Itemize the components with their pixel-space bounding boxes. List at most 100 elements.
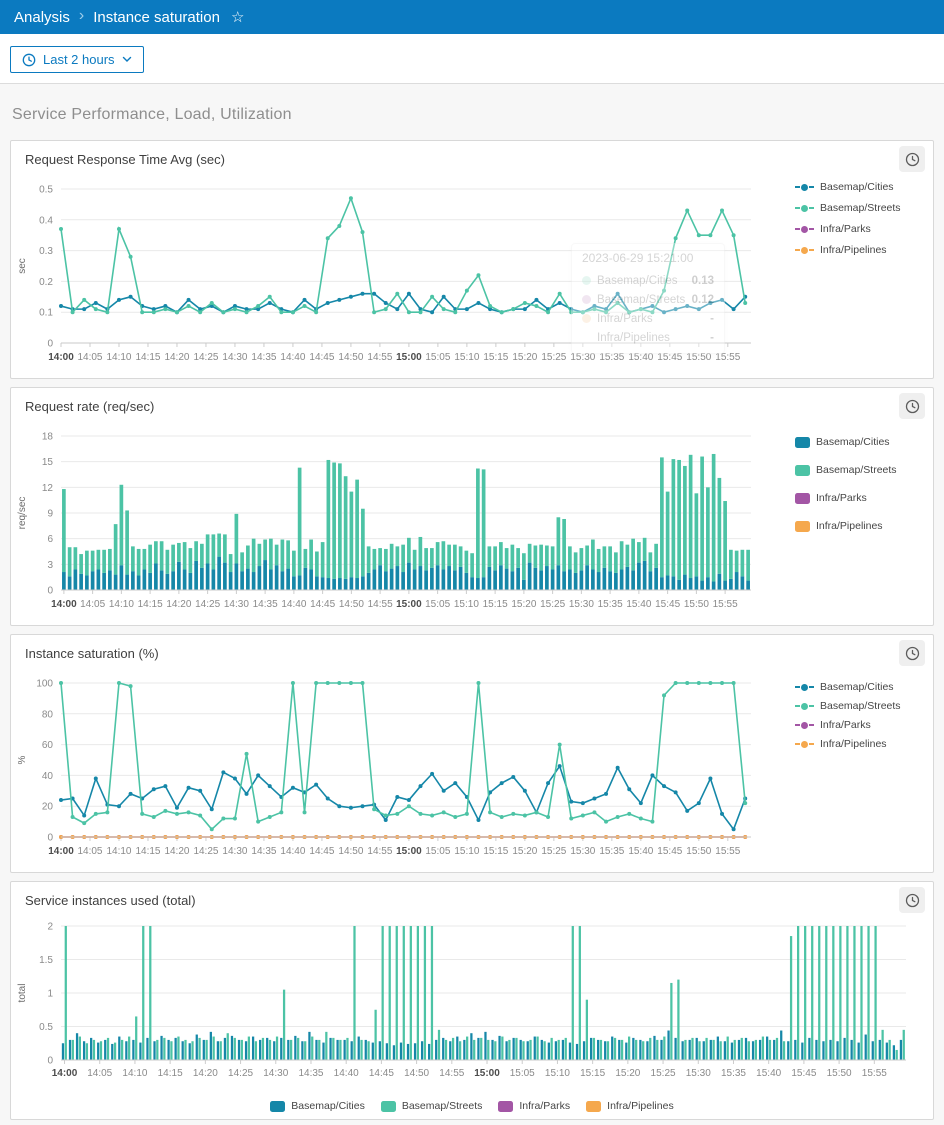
time-settings-button[interactable] [899,887,925,913]
svg-text:15:40: 15:40 [628,352,653,363]
favorite-star-icon[interactable]: ☆ [230,9,245,26]
svg-text:14:10: 14:10 [106,846,131,857]
svg-text:14:30: 14:30 [224,599,249,610]
svg-text:14:25: 14:25 [195,599,220,610]
line-marker-icon [795,721,814,729]
svg-text:0.3: 0.3 [39,246,53,257]
svg-text:15:20: 15:20 [512,846,537,857]
time-settings-button[interactable] [899,640,925,666]
legend-label: Basemap/Streets [820,700,901,712]
svg-text:14:55: 14:55 [367,352,392,363]
panel-instance-saturation: Instance saturation (%) 0 20 40 60 80 100% 14:… [10,634,934,873]
legend-label: Infra/Pipelines [816,520,883,532]
square-marker-icon [795,436,810,448]
chart-legend: Basemap/Cities Basemap/Streets Infra/Parks… [11,1093,933,1119]
svg-text:15:15: 15:15 [580,1068,605,1079]
svg-text:0.5: 0.5 [39,1022,53,1033]
svg-text:14:00: 14:00 [51,599,77,610]
svg-text:%: % [17,755,28,764]
square-marker-icon [795,520,810,532]
svg-text:15:10: 15:10 [454,599,479,610]
line-marker-icon [795,225,814,233]
legend-label: Infra/Pipelines [607,1100,674,1112]
chevron-down-icon [122,56,131,62]
panel-service-instances: Service instances used (total) 0 0.5 1 1.5 2… [10,881,934,1120]
svg-text:14:15: 14:15 [158,1068,183,1079]
legend-label: Basemap/Streets [820,202,901,214]
svg-text:3: 3 [47,560,53,571]
svg-text:14:20: 14:20 [193,1068,218,1079]
legend-label: Infra/Parks [519,1100,571,1112]
square-marker-icon [270,1100,286,1112]
svg-text:14:00: 14:00 [52,1068,78,1079]
svg-text:14:50: 14:50 [338,352,363,363]
svg-text:15:25: 15:25 [540,599,565,610]
svg-text:14:10: 14:10 [106,352,131,363]
svg-text:14:30: 14:30 [222,846,247,857]
legend-item[interactable]: Basemap/Streets [795,464,923,476]
toolbar: Last 2 hours [0,34,944,84]
legend-item[interactable]: Infra/Pipelines [795,244,923,256]
legend-label: Infra/Parks [816,492,867,504]
svg-text:14:45: 14:45 [309,352,334,363]
svg-text:15:30: 15:30 [570,846,595,857]
legend-item[interactable]: Basemap/Cities [270,1100,365,1112]
svg-text:14:25: 14:25 [228,1068,253,1079]
svg-text:0: 0 [47,339,53,350]
time-settings-button[interactable] [899,146,925,172]
legend-item[interactable]: Infra/Parks [795,719,923,731]
svg-text:80: 80 [42,709,54,720]
chart-title: Instance saturation (%) [25,645,159,661]
legend-item[interactable]: Basemap/Streets [380,1100,483,1112]
legend-item[interactable]: Basemap/Streets [795,700,923,712]
square-marker-icon [380,1100,396,1112]
svg-text:0.2: 0.2 [39,277,53,288]
legend-item[interactable]: Basemap/Cities [795,436,923,448]
svg-text:15:25: 15:25 [651,1068,676,1079]
svg-text:14:05: 14:05 [77,352,102,363]
clock-icon [22,53,36,66]
svg-text:14:50: 14:50 [404,1068,429,1079]
svg-text:14:20: 14:20 [166,599,191,610]
time-settings-button[interactable] [899,393,925,419]
section-title: Service Performance, Load, Utilization [12,106,292,123]
svg-text:15:00: 15:00 [474,1068,500,1079]
legend-item[interactable]: Basemap/Cities [795,181,923,193]
time-range-button[interactable]: Last 2 hours [10,46,144,73]
legend-item[interactable]: Infra/Parks [795,223,923,235]
square-marker-icon [586,1100,602,1112]
svg-text:14:35: 14:35 [251,846,276,857]
legend-label: Infra/Parks [820,223,871,235]
svg-text:14:40: 14:40 [281,599,306,610]
svg-text:15:30: 15:30 [686,1068,711,1079]
legend-item[interactable]: Infra/Parks [498,1100,570,1112]
svg-text:15:35: 15:35 [599,352,624,363]
svg-text:15:35: 15:35 [599,846,624,857]
svg-text:14:20: 14:20 [164,352,189,363]
chart-title: Request rate (req/sec) [25,398,155,414]
svg-text:14:15: 14:15 [135,352,160,363]
legend-item[interactable]: Infra/Pipelines [795,520,923,532]
legend-item[interactable]: Infra/Pipelines [586,1100,674,1112]
legend-item[interactable]: Infra/Parks [795,492,923,504]
legend-item[interactable]: Infra/Pipelines [795,738,923,750]
svg-text:15:55: 15:55 [715,352,740,363]
svg-text:14:35: 14:35 [251,352,276,363]
legend-label: Basemap/Streets [816,464,897,476]
svg-text:14:45: 14:45 [369,1068,394,1079]
line-marker-icon [795,702,814,710]
svg-text:20: 20 [42,802,54,813]
svg-text:14:15: 14:15 [135,846,160,857]
svg-text:14:30: 14:30 [263,1068,288,1079]
legend-label: Basemap/Streets [401,1100,483,1112]
chart-legend: Basemap/Cities Basemap/Streets Infra/Parks… [795,181,923,256]
legend-item[interactable]: Basemap/Cities [795,681,923,693]
breadcrumb-analysis[interactable]: Analysis [14,8,70,26]
svg-text:14:45: 14:45 [310,599,335,610]
chart-canvas-response-time: 0 0.1 0.2 0.3 0.4 0.5 sec 14:00 14:05 14:10 14:15 1… [17,185,751,363]
svg-text:15:50: 15:50 [827,1068,852,1079]
svg-text:req/sec: req/sec [17,497,28,530]
svg-text:14:55: 14:55 [439,1068,464,1079]
legend-item[interactable]: Basemap/Streets [795,202,923,214]
